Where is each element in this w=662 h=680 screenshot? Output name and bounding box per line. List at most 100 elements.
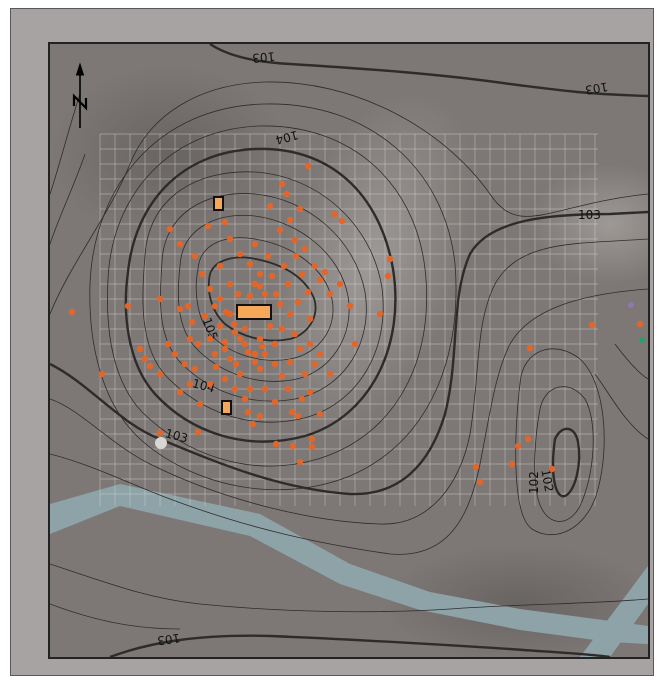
artifact-point[interactable]: [188, 318, 196, 326]
artifact-point[interactable]: [244, 408, 252, 416]
artifact-point[interactable]: [476, 478, 484, 486]
artifact-point[interactable]: [294, 298, 302, 306]
artifact-point[interactable]: [268, 272, 276, 280]
artifact-point[interactable]: [308, 435, 316, 443]
artifact-point[interactable]: [278, 180, 286, 188]
artifact-point[interactable]: [226, 235, 234, 243]
artifact-point[interactable]: [232, 360, 240, 368]
artifact-point[interactable]: [211, 350, 219, 358]
artifact-point[interactable]: [316, 410, 324, 418]
artifact-point[interactable]: [588, 321, 596, 329]
artifact-point[interactable]: [171, 350, 179, 358]
artifact-point[interactable]: [206, 335, 214, 343]
artifact-point[interactable]: [311, 360, 319, 368]
artifact-point[interactable]: [331, 210, 339, 218]
artifact-point[interactable]: [291, 236, 299, 244]
artifact-point[interactable]: [284, 385, 292, 393]
artifact-point[interactable]: [266, 202, 274, 210]
artifact-point[interactable]: [289, 442, 297, 450]
artifact-point[interactable]: [301, 370, 309, 378]
artifact-point[interactable]: [246, 260, 254, 268]
artifact-point[interactable]: [316, 350, 324, 358]
artifact-point[interactable]: [201, 312, 209, 320]
artifact-point[interactable]: [301, 245, 309, 253]
artifact-point[interactable]: [286, 310, 294, 318]
artifact-point[interactable]: [196, 400, 204, 408]
artifact-point[interactable]: [286, 216, 294, 224]
artifact-point[interactable]: [284, 280, 292, 288]
artifact-point[interactable]: [246, 292, 254, 300]
artifact-point[interactable]: [272, 290, 280, 298]
artifact-points[interactable]: [68, 162, 644, 486]
artifact-point[interactable]: [261, 350, 269, 358]
artifact-point[interactable]: [524, 435, 532, 443]
artifact-point[interactable]: [311, 262, 319, 270]
artifact-point[interactable]: [231, 328, 239, 336]
artifact-point[interactable]: [306, 340, 314, 348]
artifact-point[interactable]: [251, 350, 259, 358]
artifact-point[interactable]: [222, 308, 230, 316]
artifact-point[interactable]: [321, 268, 329, 276]
artifact-point[interactable]: [256, 282, 264, 290]
artifact-point[interactable]: [194, 340, 202, 348]
artifact-point[interactable]: [306, 388, 314, 396]
artifact-point[interactable]: [136, 345, 144, 353]
artifact-point[interactable]: [526, 344, 534, 352]
map-panel[interactable]: 103 103 104 103 105 104 103 102 102 103: [48, 42, 650, 659]
artifact-point[interactable]: [472, 463, 480, 471]
artifact-point[interactable]: [292, 252, 300, 260]
artifact-point[interactable]: [221, 338, 229, 346]
structures[interactable]: [213, 196, 272, 415]
artifact-point[interactable]: [351, 340, 359, 348]
artifact-point[interactable]: [296, 205, 304, 213]
artifact-point[interactable]: [206, 380, 214, 388]
artifact-point[interactable]: [216, 262, 224, 270]
artifact-point[interactable]: [288, 408, 296, 416]
artifact-point[interactable]: [384, 272, 392, 280]
artifact-point[interactable]: [306, 315, 314, 323]
artifact-point[interactable]: [294, 412, 302, 420]
artifact-point[interactable]: [283, 190, 291, 198]
artifact-point[interactable]: [221, 218, 229, 226]
artifact-point[interactable]: [271, 398, 279, 406]
artifact-point[interactable]: [221, 345, 229, 353]
artifact-point[interactable]: [236, 335, 244, 343]
artifact-point[interactable]: [296, 458, 304, 466]
artifact-point[interactable]: [256, 412, 264, 420]
artifact-point[interactable]: [186, 380, 194, 388]
artifact-point[interactable]: [316, 276, 324, 284]
artifact-point[interactable]: [156, 429, 164, 437]
artifact-point[interactable]: [241, 325, 249, 333]
artifact-point[interactable]: [272, 440, 280, 448]
structure-north[interactable]: [213, 196, 224, 211]
artifact-point[interactable]: [176, 240, 184, 248]
artifact-point[interactable]: [256, 335, 264, 343]
artifact-point[interactable]: [308, 443, 316, 451]
artifact-point[interactable]: [164, 340, 172, 348]
artifact-point[interactable]: [264, 252, 272, 260]
artifact-point[interactable]: [376, 310, 384, 318]
artifact-point[interactable]: [206, 285, 214, 293]
artifact-point[interactable]: [156, 295, 164, 303]
artifact-point[interactable]: [156, 370, 164, 378]
artifact-point[interactable]: [234, 290, 242, 298]
artifact-point[interactable]: [304, 162, 312, 170]
artifact-point[interactable]: [304, 288, 312, 296]
artifact-point[interactable]: [241, 340, 249, 348]
artifact-point[interactable]: [68, 308, 76, 316]
artifact-point[interactable]: [141, 355, 149, 363]
artifact-point[interactable]: [548, 465, 556, 473]
artifact-point[interactable]: [508, 460, 516, 468]
artifact-point[interactable]: [271, 340, 279, 348]
artifact-point[interactable]: [258, 342, 266, 350]
artifact-point[interactable]: [124, 302, 132, 310]
artifact-point[interactable]: [251, 240, 259, 248]
artifact-point[interactable]: [261, 290, 269, 298]
artifact-point[interactable]: [191, 365, 199, 373]
artifact-point[interactable]: [216, 295, 224, 303]
artifact-point[interactable]: [246, 385, 254, 393]
artifact-point[interactable]: [198, 270, 206, 278]
artifact-point[interactable]: [216, 322, 224, 330]
artifact-point[interactable]: [251, 358, 259, 366]
artifact-point[interactable]: [221, 375, 229, 383]
